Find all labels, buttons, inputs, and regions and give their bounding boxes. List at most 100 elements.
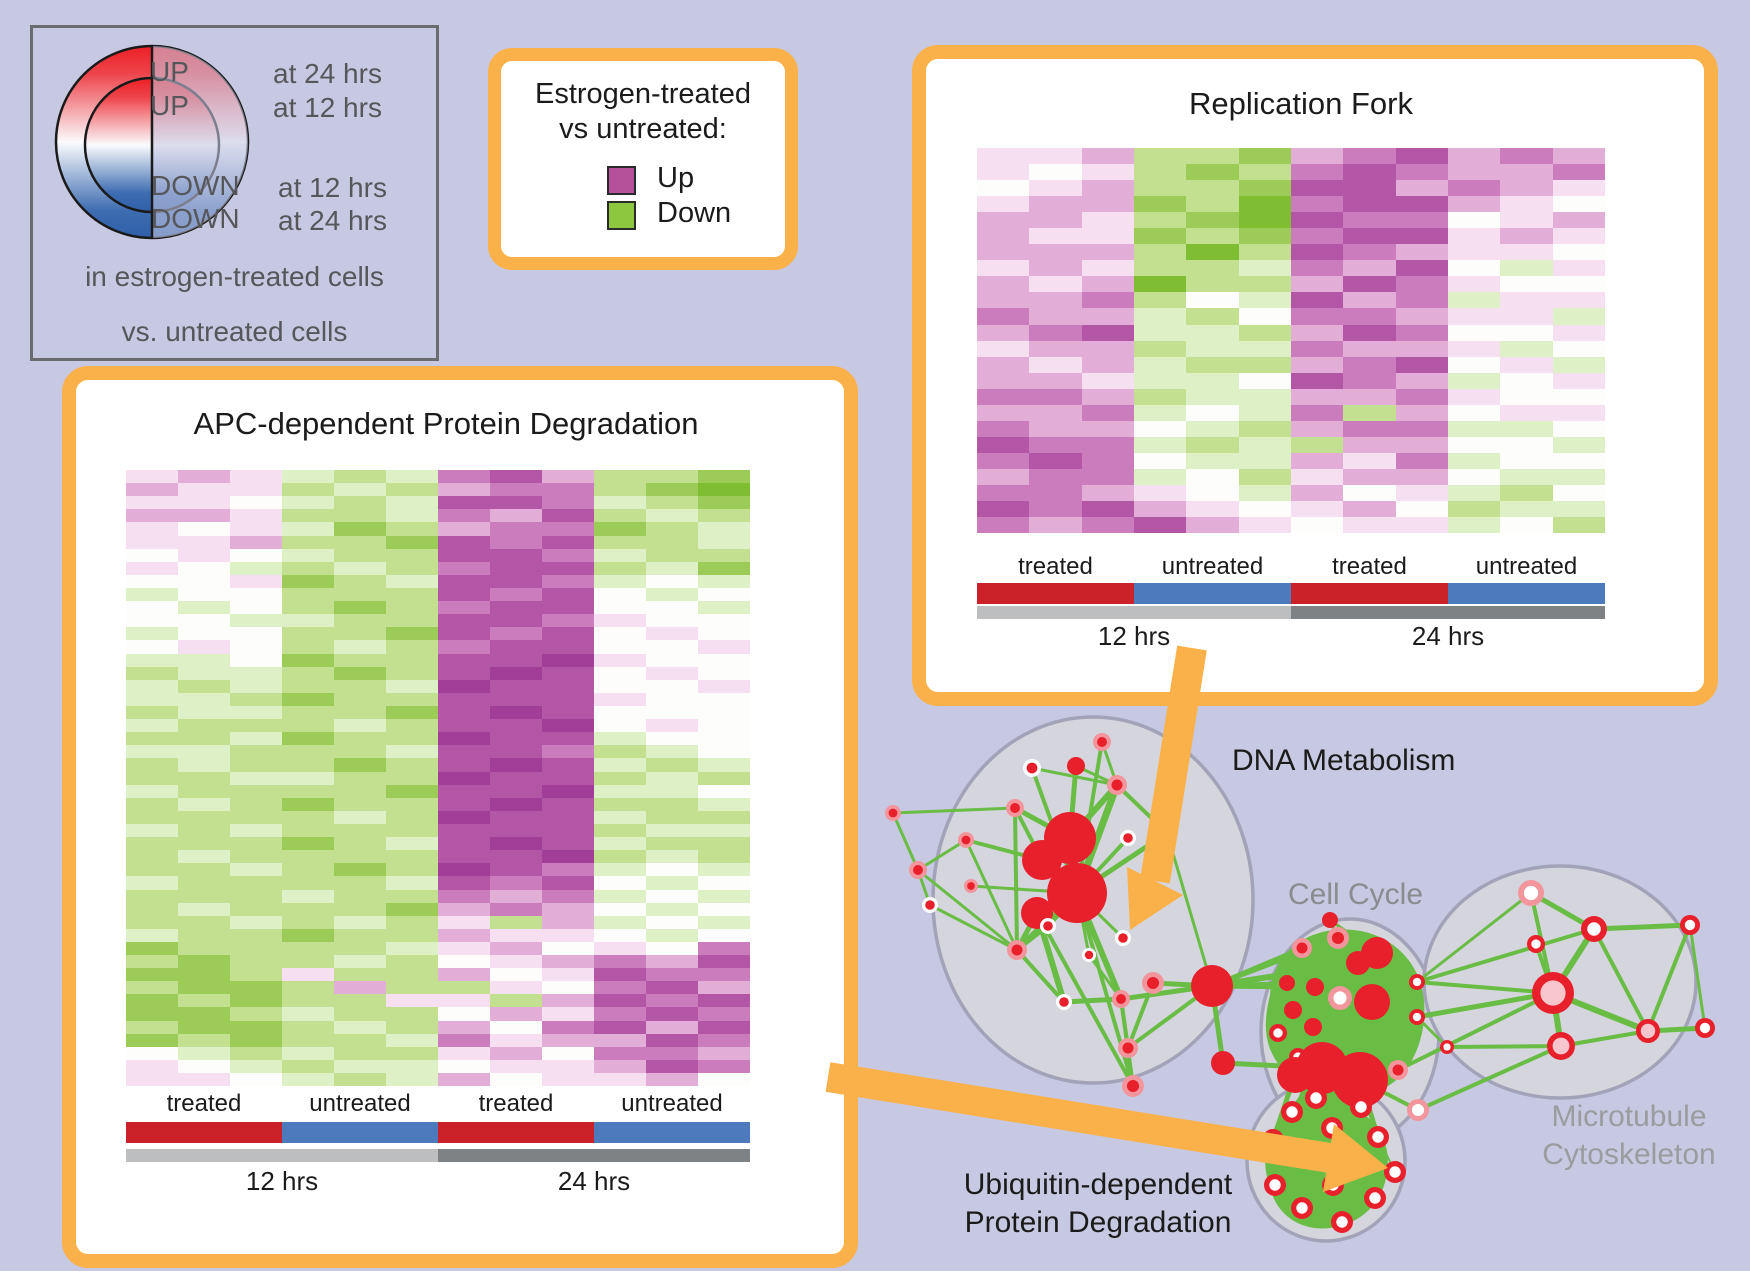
heatmap-cell: [1133, 148, 1187, 165]
heatmap-cell: [1186, 468, 1239, 485]
heatmap-cell: [282, 692, 334, 706]
heatmap-row: [126, 719, 750, 733]
heatmap-cell: [698, 863, 750, 877]
heatmap-cell: [1500, 420, 1553, 437]
heatmap-cell: [178, 614, 230, 628]
heatmap-cell: [1290, 356, 1344, 373]
network-edge: [1369, 952, 1380, 1003]
heatmap-row: [126, 692, 750, 706]
heatmap-cell: [977, 517, 1030, 534]
network-node-ph: [961, 835, 971, 845]
network-node-ph: [967, 882, 975, 890]
heatmap-row: [977, 388, 1605, 405]
heatmap-cell: [386, 1033, 438, 1047]
heatmap-cell: [282, 902, 334, 916]
heatmap-cell: [126, 601, 178, 615]
heatmap-cell: [542, 653, 594, 667]
heatmap-cell: [1133, 501, 1187, 518]
network-edge: [916, 869, 932, 906]
cluster-label-ubiquitin-line1: Ubiquitin-dependent: [963, 1168, 1233, 1201]
heatmap-cell: [178, 548, 230, 562]
heatmap-cell: [542, 758, 594, 772]
network-edge: [1416, 980, 1554, 995]
heatmap-cell: [1238, 228, 1291, 245]
network-edge: [1297, 1055, 1323, 1070]
network-node-s: [1346, 951, 1370, 975]
heatmap-cell: [1081, 260, 1134, 277]
heatmap-cell: [646, 522, 698, 536]
heatmap-cell: [282, 994, 334, 1008]
apc-timebar-24hrs: [438, 1149, 750, 1162]
network-node-rw: [1587, 922, 1601, 936]
heatmap-cell: [282, 705, 334, 720]
heatmap-cell: [438, 784, 490, 798]
heatmap-cell: [334, 522, 386, 536]
heatmap-cell: [1500, 148, 1553, 165]
heatmap-row: [126, 968, 750, 982]
heatmap-cell: [977, 436, 1030, 453]
heatmap-cell: [230, 797, 282, 811]
network-node-rw: [1367, 1126, 1389, 1148]
apc-degradation-panel: APC-dependent Protein Degradation treate…: [62, 366, 858, 1268]
heatmap-cell: [386, 941, 438, 956]
heatmap-cell: [1395, 372, 1448, 389]
network-node-wr: [1123, 833, 1133, 843]
heatmap-cell: [1290, 292, 1344, 309]
heatmap-cell: [646, 679, 698, 693]
heatmap-cell: [230, 837, 282, 851]
heatmap-cell: [490, 1020, 542, 1034]
heatmap-cell: [438, 719, 490, 733]
network-edge: [1592, 928, 1650, 1032]
apc-group-treated-12: treated: [166, 1090, 242, 1117]
heatmap-cell: [698, 968, 750, 982]
rf-condition-bar: [977, 583, 1605, 604]
heatmap-cell: [386, 1059, 438, 1074]
heatmap-cell: [1447, 292, 1501, 309]
heatmap-cell: [1290, 324, 1344, 341]
heatmap-cell: [230, 587, 282, 602]
heatmap-cell: [282, 981, 334, 995]
heatmap-cell: [178, 535, 230, 549]
heatmap-cell: [542, 561, 594, 575]
heatmap-cell: [646, 850, 698, 864]
network-node-ph: [1126, 1079, 1140, 1093]
heatmap-cell: [334, 1033, 386, 1047]
heatmap-cell: [334, 928, 386, 942]
network-node-ph: [1111, 779, 1123, 791]
heatmap-cell: [1238, 517, 1291, 534]
heatmap-cell: [490, 928, 542, 942]
heatmap-cell: [282, 745, 334, 759]
heatmap-cell: [1447, 308, 1501, 325]
apc-bar-untreated-12: [282, 1122, 438, 1143]
heatmap-cell: [126, 561, 178, 575]
heatmap-cell: [490, 810, 542, 824]
heatmap-cell: [438, 837, 490, 851]
heatmap-cell: [1029, 452, 1082, 469]
heatmap-cell: [1552, 484, 1605, 502]
heatmap-cell: [646, 692, 698, 706]
heatmap-cell: [1552, 468, 1605, 485]
heatmap-cell: [178, 745, 230, 759]
heatmap-cell: [230, 1046, 282, 1060]
heatmap-cell: [1500, 292, 1553, 309]
heatmap-cell: [490, 496, 542, 510]
heatmap-row: [126, 1020, 750, 1034]
heatmap-cell: [594, 509, 646, 523]
heatmap-cell: [646, 640, 698, 654]
network-edge: [1339, 996, 1373, 1004]
cluster-ellipse-dna-metabolism: [931, 715, 1255, 1085]
heatmap-cell: [1552, 180, 1605, 197]
network-node-s: [1284, 1001, 1302, 1019]
heatmap-cell: [1552, 276, 1605, 293]
heatmap-cell: [1186, 452, 1239, 469]
heatmap-cell: [646, 876, 698, 890]
network-node-wr: [1026, 762, 1038, 774]
heatmap-cell: [1552, 148, 1605, 165]
heatmap-cell: [594, 994, 646, 1008]
heatmap-cell: [542, 1073, 594, 1087]
heatmap-cell: [542, 941, 594, 956]
heatmap-cell: [438, 627, 490, 641]
heatmap-cell: [977, 292, 1030, 309]
heatmap-cell: [1290, 404, 1344, 421]
rf-label-12hrs: 12 hrs: [1097, 621, 1171, 651]
